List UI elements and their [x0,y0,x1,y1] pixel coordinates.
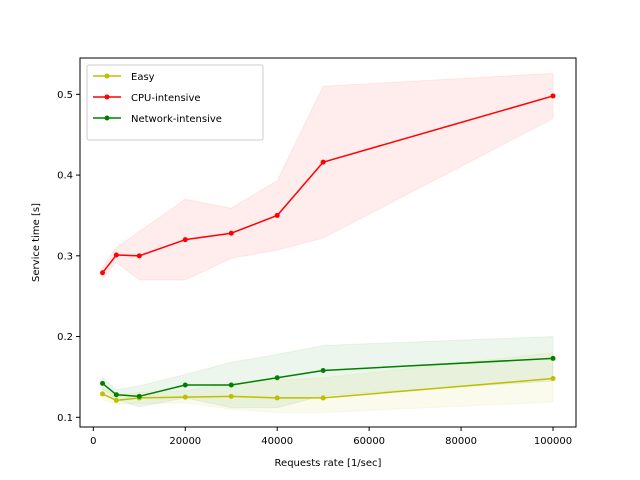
plot-frame [79,57,577,428]
line-cpu-intensive [101,95,554,274]
point-network-intensive [320,367,326,373]
y-tick-label: 0.5 [57,90,73,101]
point-cpu-intensive [320,159,326,165]
point-cpu-intensive [550,93,556,99]
y-axis: 0.1 0.2 0.3 0.4 0.5 [57,90,80,424]
x-tick-label: 80000 [445,436,477,447]
band-easy [102,352,554,413]
x-axis-label: Requests rate [1/sec] [275,458,382,469]
x-tick-label: 40000 [261,436,293,447]
point-easy [100,391,106,397]
y-tick-label: 0.4 [57,171,73,182]
point-cpu-intensive [113,252,119,258]
point-easy [228,393,234,399]
point-easy [113,397,119,403]
point-network-intensive [136,393,142,399]
y-axis-label: Service time [s] [31,203,42,282]
x-tick-label: 60000 [353,436,385,447]
point-cpu-intensive [100,270,106,276]
x-tick-label: 20000 [169,436,201,447]
line-easy [102,377,554,402]
legend-swatch-marker [104,115,110,121]
point-network-intensive [100,380,106,386]
legend-box [86,64,264,141]
x-tick-label: 100000 [534,436,572,447]
point-network-intensive [113,392,119,398]
point-easy [320,395,326,401]
legend-label: CPU-intensive [131,93,201,104]
legend-label: Easy [131,72,155,83]
y-tick-label: 0.2 [57,332,73,343]
series-lines [101,95,554,402]
point-network-intensive [550,355,556,361]
point-easy [274,395,280,401]
legend-swatch-marker [104,94,110,100]
line-network-intensive [102,357,554,398]
band-cpu-intensive [102,72,554,281]
point-cpu-intensive [228,230,234,236]
point-cpu-intensive [136,253,142,259]
point-cpu-intensive [182,237,188,243]
point-easy [550,376,556,382]
legend-label: Network-intensive [131,114,222,125]
legend-swatch-marker [104,73,110,79]
point-network-intensive [228,382,234,388]
point-network-intensive [274,375,280,381]
legend: Easy CPU-intensive Network-intensive [86,64,264,141]
x-tick-label: 0 [90,436,96,447]
point-easy [182,394,188,400]
x-axis: 0 20000 40000 60000 80000 100000 [90,427,572,447]
y-tick-label: 0.3 [57,251,73,262]
point-cpu-intensive [274,212,280,218]
confidence-bands [102,72,554,413]
y-tick-label: 0.1 [57,413,73,424]
series-markers [100,93,556,403]
point-network-intensive [182,382,188,388]
